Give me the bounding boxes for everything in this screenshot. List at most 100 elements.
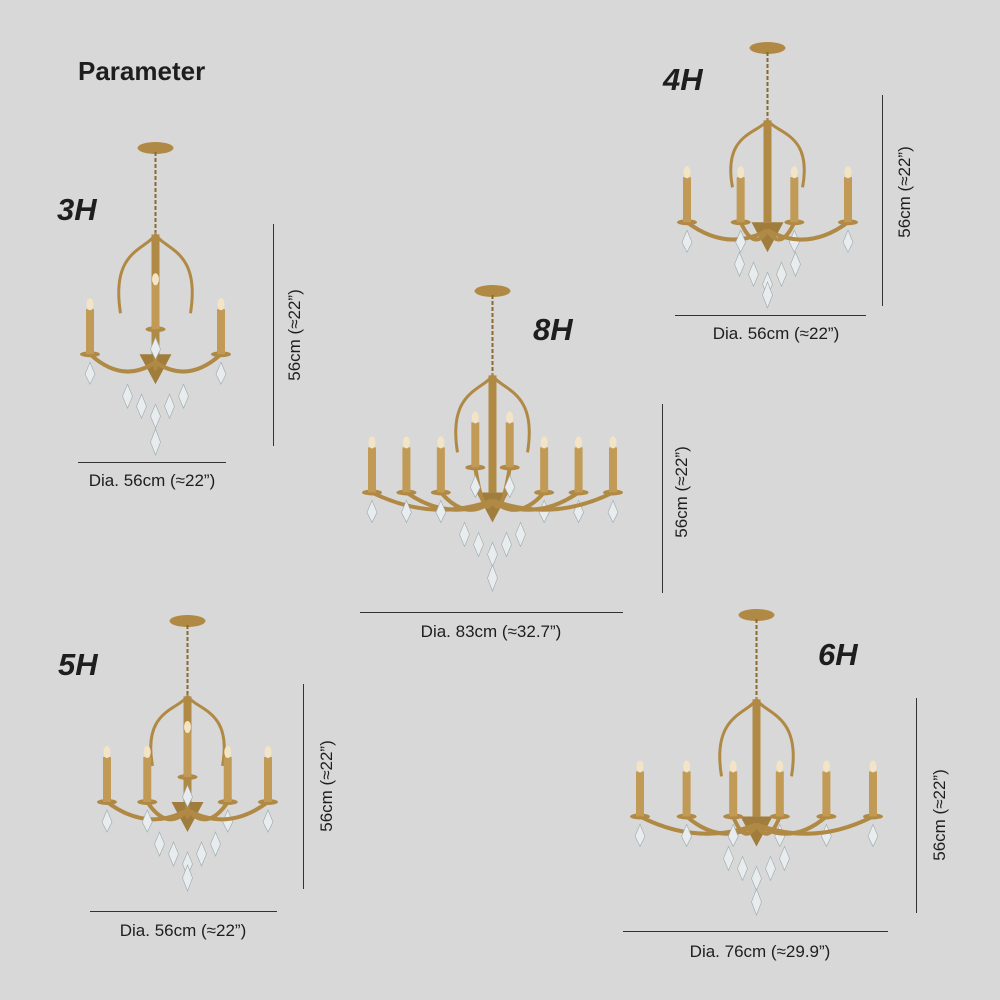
- bulb: [402, 436, 410, 449]
- chandelier-5h-image: [97, 615, 278, 892]
- arm: [685, 220, 769, 242]
- bowl: [740, 816, 773, 847]
- candle: [223, 757, 232, 803]
- diameter-label: Dia. 76cm (≈29.9”): [689, 942, 831, 961]
- crystal: [210, 831, 221, 857]
- crystal: [215, 361, 227, 385]
- canopy: [738, 609, 775, 621]
- bulb: [683, 166, 691, 179]
- bulb: [368, 436, 376, 449]
- arm: [731, 815, 759, 836]
- candle: [402, 447, 411, 493]
- model-label-6h: 6H: [818, 637, 858, 672]
- bulb: [844, 166, 852, 179]
- crystal: [150, 336, 161, 360]
- arm: [154, 352, 223, 374]
- arm: [685, 814, 758, 836]
- candle: [844, 177, 852, 223]
- height-label: 56cm (≈22”): [285, 289, 304, 381]
- arm: [755, 814, 874, 836]
- bulb: [683, 760, 691, 773]
- crystal: [136, 393, 147, 419]
- canopy: [474, 285, 511, 297]
- candle: [540, 447, 549, 493]
- candle: [636, 771, 644, 817]
- crystal: [751, 865, 762, 892]
- candle: [151, 284, 160, 330]
- bulb: [790, 166, 798, 179]
- candle: [822, 771, 831, 817]
- canopy: [137, 142, 174, 154]
- crystal-finial: [762, 281, 773, 309]
- drip-pan: [145, 326, 166, 333]
- canopy: [169, 615, 206, 627]
- arm: [738, 221, 770, 242]
- arm: [186, 800, 270, 822]
- frame: [454, 372, 531, 453]
- crystal: [634, 823, 646, 848]
- diameter-line: [78, 462, 226, 463]
- height-line: [662, 404, 663, 593]
- crystal: [366, 499, 378, 524]
- height-label: 56cm (≈22”): [930, 769, 949, 861]
- bulb: [437, 436, 445, 449]
- crystal: [168, 841, 179, 867]
- bulb: [822, 760, 830, 773]
- bulb: [264, 746, 272, 759]
- page-title: Parameter: [78, 56, 206, 86]
- chandelier-4h-image: [677, 42, 858, 309]
- bowl: [751, 222, 784, 253]
- crystal: [154, 831, 165, 857]
- crystal: [473, 531, 484, 558]
- crystal: [867, 823, 879, 848]
- candle: [143, 757, 152, 803]
- chandelier-3h-image: [80, 142, 231, 456]
- crystal: [182, 784, 193, 808]
- crystal-finial: [182, 864, 193, 892]
- candle: [505, 422, 514, 468]
- crystal: [681, 823, 692, 848]
- bulb: [86, 298, 94, 311]
- candle: [790, 177, 799, 223]
- arm: [491, 490, 614, 512]
- arm: [439, 491, 494, 512]
- arm: [145, 800, 189, 822]
- candle: [736, 177, 745, 223]
- model-label-3h: 3H: [57, 192, 97, 227]
- crystal: [504, 474, 516, 499]
- crystal: [178, 383, 189, 409]
- bulb: [540, 436, 548, 449]
- arm: [639, 814, 758, 836]
- canopy: [749, 42, 786, 54]
- model-label-5h: 5H: [58, 647, 98, 682]
- bulb: [737, 166, 745, 179]
- diameter-label: Dia. 56cm (≈22”): [712, 324, 840, 343]
- model-label-4h: 4H: [663, 62, 703, 97]
- diameter-label: Dia. 56cm (≈22”): [119, 921, 247, 940]
- model-label-8h: 8H: [533, 312, 573, 347]
- crystal: [262, 809, 274, 833]
- crystal: [459, 521, 470, 548]
- crystal: [790, 251, 801, 278]
- candle: [775, 771, 784, 817]
- bulb: [184, 721, 191, 734]
- crystal: [487, 541, 498, 568]
- crystal: [765, 855, 776, 882]
- crystal: [681, 229, 693, 253]
- crystal: [821, 823, 832, 848]
- arm: [88, 352, 157, 374]
- height-line: [303, 684, 304, 889]
- crystal: [122, 383, 133, 409]
- height-line: [882, 95, 883, 306]
- crystal-finial: [487, 564, 498, 592]
- bulb: [217, 298, 225, 311]
- crystal: [842, 229, 854, 253]
- crystal: [515, 521, 526, 548]
- candle: [183, 732, 192, 778]
- candle: [471, 422, 480, 468]
- bulb: [869, 760, 877, 773]
- candle: [103, 757, 111, 803]
- bulb: [224, 746, 232, 759]
- stem: [488, 375, 497, 493]
- diameter-label: Dia. 83cm (≈32.7”): [420, 622, 562, 641]
